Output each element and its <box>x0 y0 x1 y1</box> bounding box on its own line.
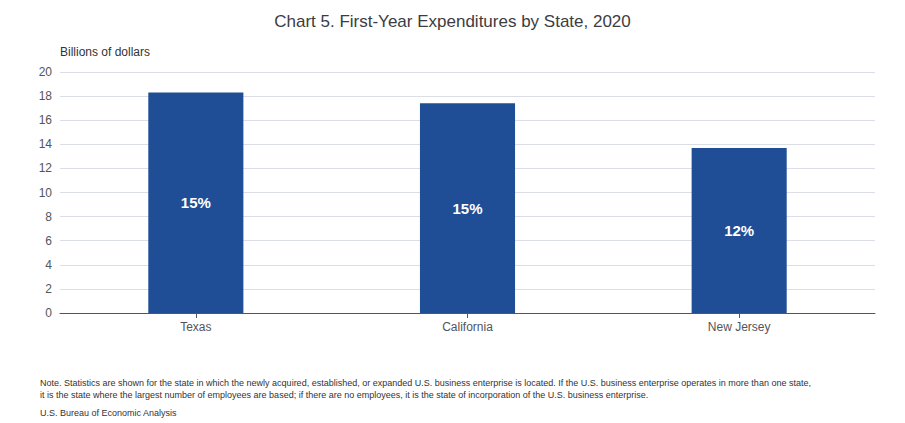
svg-text:California: California <box>442 320 493 334</box>
svg-text:18: 18 <box>39 89 53 103</box>
svg-text:8: 8 <box>45 210 52 224</box>
svg-text:it is the state where the larg: it is the state where the largest number… <box>40 390 648 400</box>
svg-text:20: 20 <box>39 65 53 79</box>
svg-text:15%: 15% <box>452 200 482 217</box>
svg-text:Chart 5. First-Year Expenditur: Chart 5. First-Year Expenditures by Stat… <box>274 12 631 31</box>
svg-text:Texas: Texas <box>180 320 211 334</box>
svg-text:12%: 12% <box>724 222 754 239</box>
svg-text:2: 2 <box>45 282 52 296</box>
svg-text:New Jersey: New Jersey <box>708 320 771 334</box>
svg-text:U.S. Bureau of Economic Analys: U.S. Bureau of Economic Analysis <box>40 408 177 418</box>
svg-text:12: 12 <box>39 161 53 175</box>
svg-text:15%: 15% <box>181 194 211 211</box>
svg-text:16: 16 <box>39 113 53 127</box>
svg-text:6: 6 <box>45 234 52 248</box>
svg-text:Note. Statistics are shown for: Note. Statistics are shown for the state… <box>40 378 811 388</box>
svg-text:0: 0 <box>45 306 52 320</box>
svg-text:14: 14 <box>39 137 53 151</box>
svg-text:4: 4 <box>45 258 52 272</box>
svg-text:10: 10 <box>39 186 53 200</box>
svg-text:Billions of dollars: Billions of dollars <box>60 45 150 59</box>
